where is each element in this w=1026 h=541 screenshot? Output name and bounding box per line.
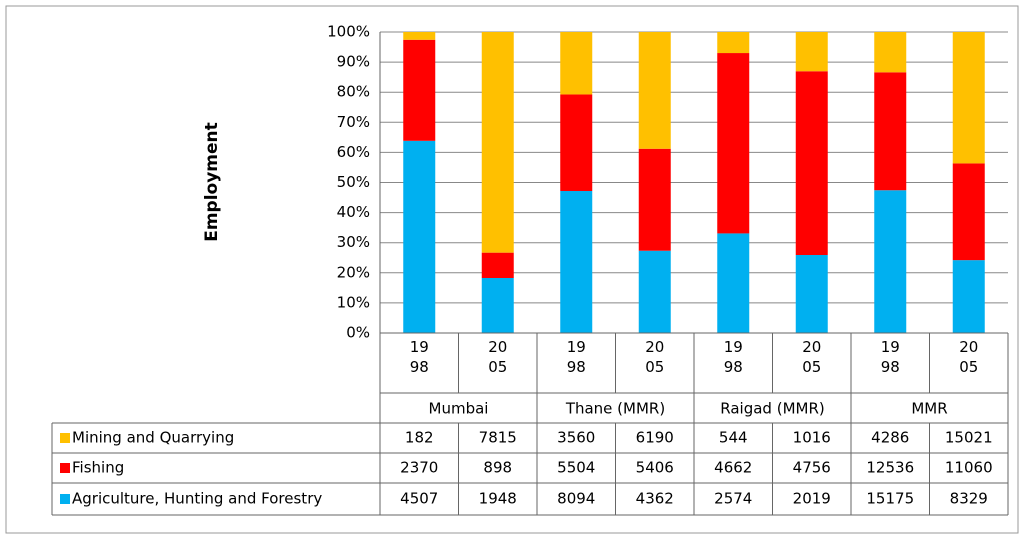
bar-segment (717, 233, 750, 333)
group-label: Thane (MMR) (565, 400, 665, 418)
group-label: Mumbai (429, 400, 489, 418)
table-value: 2574 (714, 490, 752, 508)
y-tick-label: 80% (337, 83, 370, 101)
table-value: 8094 (557, 490, 595, 508)
bar-segment (403, 39, 436, 141)
y-tick-label: 70% (337, 113, 370, 131)
y-tick-label: 10% (337, 293, 370, 311)
bar-segment (481, 252, 514, 279)
legend-key (60, 463, 70, 473)
group-label: Raigad (MMR) (720, 400, 824, 418)
table-value: 15021 (945, 429, 993, 447)
y-tick-label: 30% (337, 233, 370, 251)
x-tick-label-box: 2005 (645, 338, 665, 376)
y-tick-label: 0% (346, 324, 370, 342)
table-value: 1016 (793, 429, 831, 447)
bar-segment (560, 32, 593, 95)
x-tick-label-box: 2005 (802, 338, 822, 376)
table-value: 15175 (866, 490, 914, 508)
table-value: 8329 (950, 490, 988, 508)
y-tick-label: 40% (337, 203, 370, 221)
bar-segment (638, 250, 671, 333)
y-tick-label: 60% (337, 143, 370, 161)
bar-segment (795, 71, 828, 255)
bar-segment (638, 32, 671, 149)
table-value: 5504 (557, 459, 595, 477)
table-value: 4286 (871, 429, 909, 447)
table-value: 2370 (400, 459, 438, 477)
bar-segment (795, 254, 828, 333)
y-tick-label: 90% (337, 53, 370, 71)
table-value: 5406 (636, 459, 674, 477)
bar-segment (403, 32, 436, 40)
y-tick-label: 50% (337, 173, 370, 191)
x-tick-label: 2005 (959, 338, 979, 376)
bar-segment (638, 148, 671, 251)
bar-segment (560, 94, 593, 192)
bar-segment (795, 32, 828, 72)
x-tick-label: 1998 (723, 338, 743, 376)
bar-segment (952, 260, 985, 333)
bar-segment (403, 140, 436, 333)
x-tick-label-box: 2005 (488, 338, 508, 376)
y-tick-label: 100% (327, 23, 370, 41)
bar-segment (874, 190, 907, 333)
table-value: 4507 (400, 490, 438, 508)
table-value: 1948 (479, 490, 517, 508)
table-value: 7815 (479, 429, 517, 447)
y-axis-title: Employment (202, 122, 222, 242)
table-value: 544 (719, 429, 748, 447)
x-tick-label: 1998 (880, 338, 900, 376)
table-value: 182 (405, 429, 434, 447)
bar-segment (874, 72, 907, 191)
legend-key (60, 433, 70, 443)
bar-segment (952, 32, 985, 164)
legend-label: Mining and Quarrying (72, 429, 234, 447)
table-value: 6190 (636, 429, 674, 447)
table-value: 12536 (866, 459, 914, 477)
x-tick-label: 1998 (409, 338, 429, 376)
table-value: 11060 (945, 459, 993, 477)
legend-label: Fishing (72, 459, 124, 477)
x-tick-label: 2005 (488, 338, 508, 376)
x-tick-label-box: 1998 (409, 338, 429, 376)
bar-segment (481, 32, 514, 253)
bar-segment (717, 32, 750, 54)
table-value: 2019 (793, 490, 831, 508)
x-tick-label-box: 2005 (959, 338, 979, 376)
table-value: 3560 (557, 429, 595, 447)
table-value: 898 (483, 459, 512, 477)
bar-segment (717, 53, 750, 234)
legend-key (60, 494, 70, 504)
x-tick-label-box: 1998 (880, 338, 900, 376)
x-tick-label-box: 1998 (723, 338, 743, 376)
bar-segment (560, 191, 593, 333)
table-value: 4362 (636, 490, 674, 508)
x-tick-label: 2005 (645, 338, 665, 376)
legend-label: Agriculture, Hunting and Forestry (72, 490, 322, 508)
bar-segment (481, 278, 514, 333)
table-value: 4662 (714, 459, 752, 477)
group-label: MMR (911, 400, 947, 418)
bar-segment (874, 32, 907, 73)
x-tick-label-box: 1998 (566, 338, 586, 376)
bar-segment (952, 163, 985, 261)
x-tick-label: 1998 (566, 338, 586, 376)
x-tick-label: 2005 (802, 338, 822, 376)
table-value: 4756 (793, 459, 831, 477)
y-tick-label: 20% (337, 263, 370, 281)
